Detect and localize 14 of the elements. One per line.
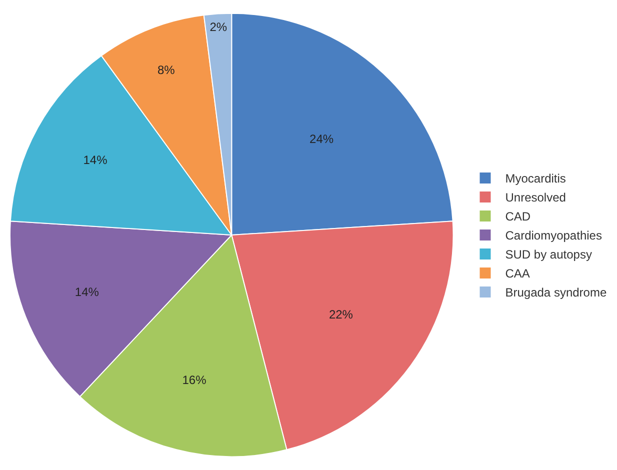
legend-label: Myocarditis — [505, 172, 566, 186]
data-label: 16% — [182, 372, 207, 387]
data-label: 14% — [83, 153, 108, 168]
legend-label: Cardiomyopathies — [505, 228, 602, 243]
data-label: 24% — [310, 132, 334, 146]
legend-label: CAD — [505, 210, 531, 224]
legend-label: SUD by autopsy — [505, 248, 592, 262]
data-label: 8% — [157, 62, 176, 77]
legend-label: Unresolved — [505, 190, 566, 205]
legend-label: CAA — [505, 266, 530, 281]
legend-label: Brugada syndrome — [505, 286, 607, 300]
data-label: 22% — [328, 308, 354, 322]
data-label: 14% — [74, 285, 100, 300]
data-label: 2% — [210, 20, 228, 34]
